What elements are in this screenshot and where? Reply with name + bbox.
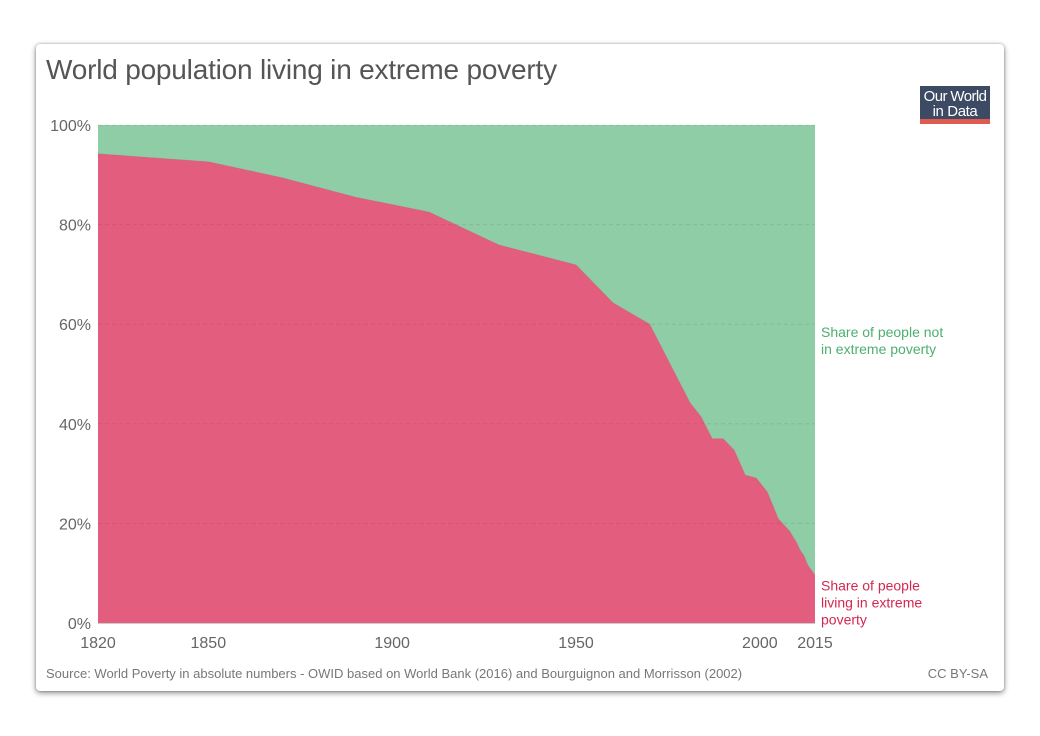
y-tick-label: 0% — [68, 616, 91, 633]
x-tick-label: 1900 — [374, 635, 410, 652]
data-point-2005[interactable] — [776, 517, 780, 521]
label-line: living in extreme — [821, 595, 922, 611]
chart-gridlines — [98, 124, 815, 524]
data-point-1981[interactable] — [688, 401, 692, 405]
data-point-1960[interactable] — [611, 301, 615, 305]
x-tick-label: 2000 — [742, 635, 778, 652]
data-point-1996[interactable] — [743, 473, 747, 477]
x-axis-ticks: 1820 1850 1900 1950 2000 2015 — [80, 635, 833, 652]
data-point-1910[interactable] — [427, 210, 431, 214]
x-tick-label: 1820 — [80, 635, 116, 652]
data-point-1820[interactable] — [96, 152, 100, 156]
area-extreme-poverty[interactable] — [98, 153, 815, 623]
data-point-2002[interactable] — [765, 490, 769, 494]
data-point-2008[interactable] — [787, 529, 791, 533]
chart-title: World population living in extreme pover… — [46, 54, 557, 85]
label-line: in extreme poverty — [821, 341, 936, 357]
data-point-2011[interactable] — [798, 549, 802, 553]
data-point-2010[interactable] — [795, 541, 799, 545]
data-point-1970[interactable] — [648, 322, 652, 326]
data-point-2013[interactable] — [806, 563, 810, 567]
y-tick-label: 80% — [59, 218, 91, 235]
logo-line-2: in Data — [932, 103, 978, 120]
license-link[interactable]: CC BY-SA — [927, 666, 988, 681]
logo-line-1: Our World — [923, 88, 987, 105]
area-chart: 0% 20% 40% 60% 80% 100% 1820 1850 1900 1950 2000 2… — [50, 118, 943, 652]
area-not-in-extreme-poverty[interactable] — [98, 125, 815, 576]
y-tick-label: 20% — [59, 516, 91, 533]
data-point-1999[interactable] — [754, 476, 758, 480]
logo-accent-bar — [920, 119, 990, 124]
chart-areas — [96, 125, 817, 623]
source-note: Source: World Poverty in absolute number… — [46, 666, 743, 681]
data-point-1850[interactable] — [206, 160, 210, 164]
owid-logo[interactable]: Our World in Data — [920, 86, 990, 124]
data-point-1950[interactable] — [574, 263, 578, 267]
chart-card: World population living in extreme pover… — [36, 44, 1004, 691]
data-point-1890[interactable] — [353, 195, 357, 199]
x-tick-label: 2015 — [797, 635, 833, 652]
x-tick-label: 1950 — [558, 635, 594, 652]
data-point-1870[interactable] — [280, 176, 284, 180]
y-tick-label: 100% — [50, 118, 91, 135]
y-tick-label: 40% — [59, 417, 91, 434]
label-line: poverty — [821, 612, 867, 628]
data-point-2012[interactable] — [802, 554, 806, 558]
data-point-1990[interactable] — [721, 437, 725, 441]
label-line: Share of people — [821, 578, 920, 594]
data-point-2015[interactable] — [813, 573, 817, 577]
label-line: Share of people not — [821, 324, 943, 340]
data-point-1984[interactable] — [699, 415, 703, 419]
series-boundary-line — [97, 153, 816, 576]
x-tick-label: 1850 — [191, 635, 227, 652]
data-point-1929[interactable] — [497, 243, 501, 247]
data-point-1993[interactable] — [732, 448, 736, 452]
y-axis-ticks: 0% 20% 40% 60% 80% 100% — [50, 118, 91, 633]
data-point-1987[interactable] — [710, 437, 714, 441]
y-tick-label: 60% — [59, 317, 91, 334]
